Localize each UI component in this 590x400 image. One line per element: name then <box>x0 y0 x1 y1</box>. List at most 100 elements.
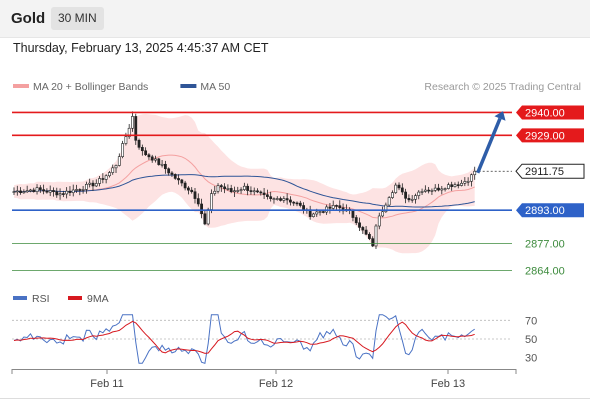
candle-body <box>453 184 457 187</box>
candle-body <box>368 233 371 239</box>
rsi-legend-label: RSI <box>32 293 50 305</box>
candle-body <box>381 211 384 217</box>
candle-body <box>42 189 46 192</box>
candle-body <box>35 187 39 192</box>
candle-body <box>394 184 398 193</box>
candle-body <box>249 190 253 192</box>
candle-body <box>173 174 177 179</box>
candle-body <box>19 190 22 193</box>
candle-body <box>108 172 111 177</box>
candle-body <box>210 193 213 210</box>
candle-body <box>252 190 256 193</box>
rsi-tick: 70 <box>525 315 537 327</box>
candle-body <box>68 190 72 193</box>
candle-body <box>190 189 194 193</box>
candle-body <box>374 225 378 247</box>
level-label: 2877.00 <box>525 238 565 250</box>
x-tick-label: Feb 11 <box>90 378 123 390</box>
candle-body <box>391 192 394 198</box>
candle-body <box>443 188 447 190</box>
candle-body <box>417 191 421 196</box>
candle-body <box>12 191 16 193</box>
legend-swatch <box>180 84 197 88</box>
candle-body <box>318 211 322 213</box>
level-tag <box>516 105 584 120</box>
candle-body <box>450 184 454 187</box>
candle-body <box>423 189 427 192</box>
candle-body <box>420 191 424 193</box>
candle-body <box>282 198 286 201</box>
level-label: 2864.00 <box>525 266 565 278</box>
candle-body <box>256 190 259 193</box>
candle-body <box>180 179 184 184</box>
candle-body <box>75 189 78 191</box>
candle-body <box>295 202 299 205</box>
candle-body <box>29 189 32 192</box>
candle-body <box>470 174 473 182</box>
candle-body <box>298 202 302 206</box>
candle-body <box>187 187 190 191</box>
candle-body <box>223 186 227 189</box>
legend-swatch <box>13 84 29 88</box>
candle-body <box>236 190 240 192</box>
candle-body <box>32 189 36 192</box>
candle-body <box>321 211 325 213</box>
x-tick-label: Feb 13 <box>431 378 465 390</box>
level-label: 2940.00 <box>525 107 565 119</box>
candle-body <box>239 189 243 191</box>
candle-body <box>48 190 52 193</box>
candle-body <box>328 206 332 209</box>
candle-body <box>262 192 266 196</box>
candle-body <box>117 156 121 166</box>
candle-body <box>163 163 167 170</box>
level-tag <box>516 128 584 143</box>
candle-body <box>104 175 108 180</box>
candle-body <box>78 189 82 191</box>
candle-body <box>137 139 141 148</box>
candle-body <box>150 156 154 161</box>
candle-body <box>292 201 296 204</box>
candle-body <box>335 205 338 207</box>
candle-body <box>167 168 171 174</box>
candle-body <box>127 127 131 137</box>
candle-body <box>55 191 59 196</box>
candle-body <box>177 178 180 181</box>
candle-body <box>91 182 95 187</box>
legend-label: MA 50 <box>200 81 230 93</box>
level-tag <box>516 203 584 218</box>
rsi-tick: 30 <box>525 353 537 365</box>
candle-body <box>404 191 408 199</box>
chart-datetime: Thursday, February 13, 2025 4:45:37 AM C… <box>13 41 269 55</box>
candle-body <box>15 190 19 193</box>
candle-body <box>124 136 128 144</box>
candle-body <box>437 187 440 191</box>
candle-body <box>397 184 401 189</box>
candle-body <box>216 185 220 192</box>
candle-body <box>170 172 174 175</box>
candle-body <box>269 196 273 199</box>
candle-body <box>84 183 88 190</box>
candle-body <box>219 185 223 188</box>
candle-body <box>430 190 434 192</box>
candle-body <box>410 198 414 201</box>
rsi-line <box>13 314 475 364</box>
candle-body <box>400 187 404 193</box>
candle-body <box>265 194 269 197</box>
candle-body <box>58 193 62 196</box>
candle-body <box>377 215 381 227</box>
candle-body <box>246 185 250 191</box>
candle-body <box>331 205 335 209</box>
candle-body <box>233 190 236 193</box>
timeframe-badge[interactable]: 30 MIN <box>51 7 104 30</box>
candle-body <box>45 190 49 193</box>
candle-body <box>285 198 289 201</box>
candle-body <box>22 191 26 194</box>
candle-body <box>81 189 85 191</box>
candle-body <box>433 187 437 191</box>
rsi-legend-swatch <box>13 296 27 300</box>
candle-body <box>315 211 319 215</box>
candle-body <box>456 184 460 186</box>
ma50-line <box>13 174 475 208</box>
candle-body <box>387 197 391 206</box>
